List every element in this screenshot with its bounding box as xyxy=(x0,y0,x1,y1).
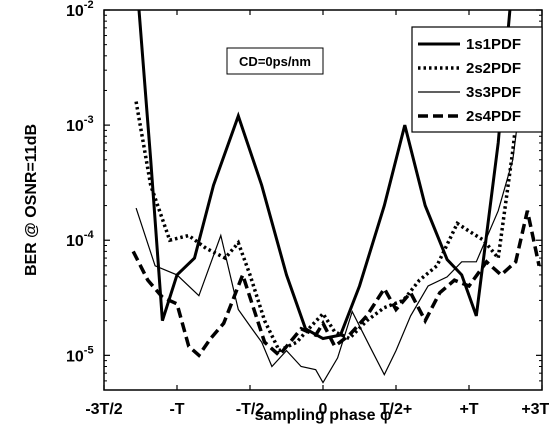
series-layer xyxy=(131,10,541,384)
ticks-layer xyxy=(103,9,543,390)
y-tick-label: 10-4 xyxy=(66,229,94,250)
annotation-frame xyxy=(226,47,324,75)
series-line-2s4pdf xyxy=(131,210,541,358)
legend-label-1s1pdf: 1s1PDF xyxy=(466,36,521,53)
x-tick-label: -3T/2 xyxy=(85,401,122,418)
series-line-1s1pdf xyxy=(137,10,512,341)
annotation-box: CD=0ps/nm xyxy=(226,47,324,75)
x-axis-label: sampling phase φ xyxy=(255,407,392,424)
annotation-text: CD=0ps/nm xyxy=(239,54,311,69)
y-axis-label: BER @ OSNR=11dB xyxy=(23,124,40,276)
legend: 1s1PDF 2s2PDF 3s3PDF 2s4PDF xyxy=(411,26,543,133)
series-line-2s2pdf xyxy=(134,44,527,353)
legend-label-2s4pdf: 2s4PDF xyxy=(466,108,521,125)
series-line-3s3pdf xyxy=(135,44,528,384)
y-tick-exponent: -5 xyxy=(84,344,94,356)
x-tick-label: +3T/2 xyxy=(521,401,549,418)
x-tick-label: -T/2 xyxy=(236,401,265,418)
y-tick-exponent: -4 xyxy=(84,229,95,241)
y-tick-label: 10-3 xyxy=(66,114,94,135)
legend-label-2s2pdf: 2s2PDF xyxy=(466,60,521,77)
y-tick-label: 10-2 xyxy=(66,0,94,20)
x-tick-label: 0 xyxy=(319,401,328,418)
y-tick-exponent: -2 xyxy=(84,0,94,11)
x-tick-label: -T xyxy=(169,401,184,418)
x-tick-label: T/2+ xyxy=(380,401,412,418)
y-tick-label: 10-5 xyxy=(66,344,94,365)
labels-layer: -3T/2 -T -T/2 0 T/2+ +T +3T/2 10-5 10-4 10-3 10-2 xyxy=(66,0,549,418)
legend-label-3s3pdf: 3s3PDF xyxy=(466,84,521,101)
x-tick-label: +T xyxy=(459,401,478,418)
y-tick-exponent: -3 xyxy=(84,114,94,126)
